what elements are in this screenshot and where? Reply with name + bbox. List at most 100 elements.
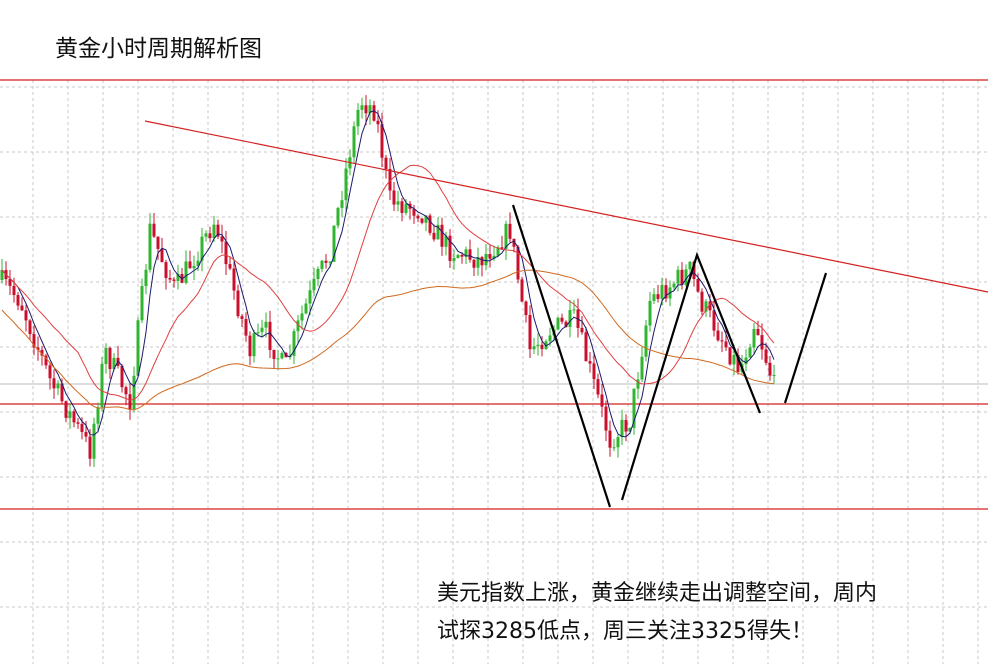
candle-body [656,294,660,299]
candle-body [100,364,104,408]
annotation: 美元指数上涨，黄金继续走出调整空间，周内 [437,581,877,606]
candle-body [244,319,248,336]
candle-body [268,321,272,350]
candle-body [592,363,596,380]
candle-body [440,224,444,247]
candle-body [380,124,384,158]
candle-body [580,327,584,333]
candle-body [504,223,508,249]
candle-body [32,334,36,348]
trend-line [144,120,988,293]
candle-body [560,317,564,322]
candle-body [720,340,724,342]
candle-body [0,270,4,280]
candle-body [64,401,68,418]
moving-averages [1,110,775,438]
candle-body [292,331,296,356]
candle-body [40,349,44,356]
candle-body [316,268,320,279]
candle-body [540,344,544,350]
candle-body [404,203,408,213]
candle-body [660,285,664,299]
candle-body [508,223,512,239]
candle-body [96,407,100,424]
candle-body [136,320,140,376]
candle-body [444,235,448,247]
candle-body [164,262,168,279]
candle-body [732,354,736,365]
candle-body [340,200,344,208]
moving-average [1,164,775,401]
candle-body [704,301,708,312]
candle-body [28,320,32,335]
candle-body [104,347,108,365]
candle-body [168,278,172,280]
candle-body [224,241,228,265]
candle-body [648,300,652,326]
candle-body [680,269,684,285]
candle-body [632,388,636,428]
candle-body [332,225,336,262]
candle-body [596,379,600,395]
candle-body [768,362,772,376]
candle-body [132,375,136,410]
candle-body [188,261,192,269]
candle-body [748,347,752,358]
candle-body [588,361,592,364]
candle-body [568,310,572,327]
candle-body [684,269,688,285]
candle-body [48,365,52,379]
candle-body [200,236,204,261]
candle-body [700,291,704,312]
candle-body [324,260,328,263]
candle-body [184,261,188,283]
candle-body [512,238,516,247]
candle-body [744,357,748,365]
candle-body [416,215,420,219]
candle-body [612,447,616,449]
candle-body [76,422,80,424]
candle-body [24,310,28,321]
candle-body [44,355,48,366]
candle-body [220,236,224,242]
candle-body [376,120,380,125]
moving-average [1,269,775,411]
candle-body [368,105,372,114]
candle-body [528,315,532,350]
candle-body [572,309,576,311]
candle-body [352,126,356,158]
candle-body [708,301,712,311]
candle-body [520,279,524,302]
candle-body [92,423,96,459]
candle-body [20,305,24,311]
candle-body [152,223,156,237]
candles [0,95,776,467]
moving-average [1,110,775,438]
candle-body [760,335,764,350]
candle-body [308,290,312,304]
candle-body [372,105,376,121]
grid [0,80,988,664]
candle-body [420,218,424,223]
candle-body [412,208,416,216]
candle-body [120,365,124,388]
candle-body [320,260,324,269]
candle-body [724,341,728,348]
candle-body [692,261,696,280]
candle-body [468,249,472,260]
candle-body [716,330,720,341]
candle-body [232,268,236,291]
candle-body [36,347,40,350]
candle-body [672,283,676,288]
candle-body [432,232,436,240]
candle-body [236,290,240,317]
candle-body [80,423,84,432]
candle-body [456,255,460,258]
pattern-line [620,251,762,501]
candle-body [260,327,264,333]
candle-body [60,383,64,402]
candle-body [228,264,232,269]
candle-body [516,246,520,280]
candle-body [108,347,112,370]
candle-body [492,255,496,259]
